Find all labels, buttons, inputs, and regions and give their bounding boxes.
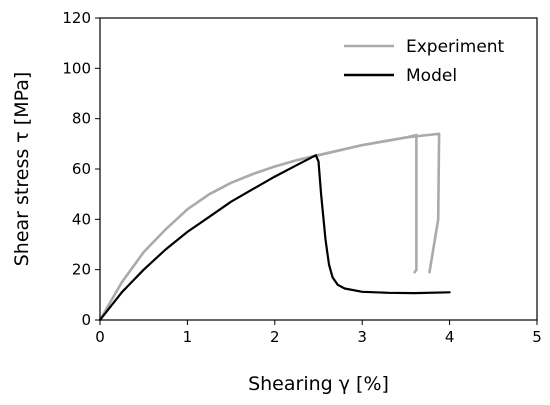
y-tick-label: 20 [72, 261, 91, 279]
ticks: 0 1 2 3 4 5 0 20 40 60 80 100 120 [62, 9, 541, 346]
x-tick-label: 0 [95, 328, 105, 346]
x-tick-label: 5 [532, 328, 542, 346]
x-tick-label: 4 [445, 328, 455, 346]
legend-label-model: Model [406, 66, 457, 86]
x-tick-label: 3 [357, 328, 367, 346]
legend-label-experiment: Experiment [406, 37, 505, 57]
y-tick-label: 60 [72, 160, 91, 178]
y-tick-label: 80 [72, 110, 91, 128]
plot-lines [98, 132, 451, 322]
series-line-experiment [317, 132, 441, 274]
legend: Experiment Model [344, 37, 505, 86]
x-tick-label: 1 [183, 328, 193, 346]
y-tick-label: 0 [81, 311, 91, 329]
x-tick-label: 2 [270, 328, 280, 346]
y-tick-label: 40 [72, 210, 91, 228]
y-tick-label: 120 [62, 9, 91, 27]
y-tick-label: 100 [62, 59, 91, 77]
x-axis-label: Shearing γ [%] [248, 373, 389, 395]
y-axis-label: Shear stress τ [MPa] [11, 72, 33, 267]
series-line-model [98, 154, 451, 322]
